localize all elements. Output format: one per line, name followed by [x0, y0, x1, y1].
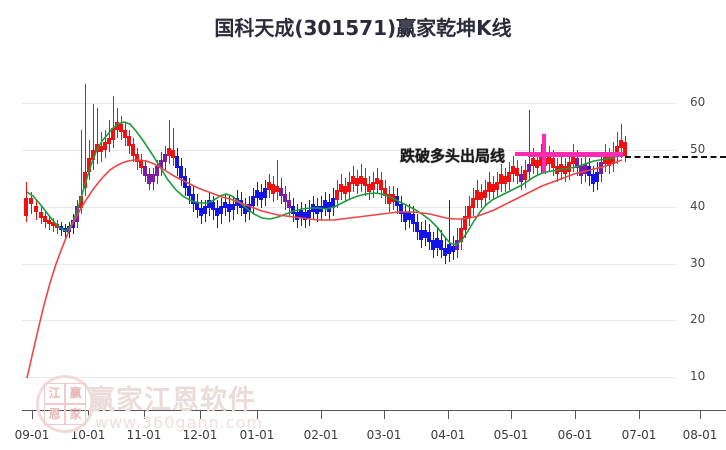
candle-body — [83, 172, 87, 188]
x-axis-tick-label: 10-01 — [70, 428, 106, 442]
gridline — [22, 320, 676, 321]
y-axis-tick-label: 10 — [690, 369, 706, 383]
x-axis-tick-label: 01-01 — [239, 428, 275, 442]
watermark-logo-ring — [36, 375, 94, 433]
y-axis-tick-label: 40 — [690, 199, 706, 213]
candle-body — [34, 206, 38, 212]
watermark-logo-glyph: 赢 — [65, 383, 86, 404]
x-axis-tick-label: 04-01 — [430, 428, 466, 442]
x-axis-tick-mark — [144, 410, 145, 419]
y-axis-tick-label: 30 — [690, 256, 706, 270]
x-axis-tick-label: 08-01 — [682, 428, 718, 442]
x-axis-tick-mark — [639, 410, 640, 419]
candle-wick — [97, 108, 98, 164]
candle-wick — [173, 128, 174, 166]
x-axis-tick-label: 12-01 — [182, 428, 218, 442]
candle-wick — [113, 96, 114, 148]
x-axis-tick-mark — [200, 410, 201, 419]
x-axis-tick-label: 03-01 — [366, 428, 402, 442]
watermark-url: www.360gann.com — [95, 413, 263, 432]
gridline — [22, 103, 676, 104]
price-projection-dashed-line — [625, 156, 726, 158]
watermark-logo-glyph: 家 — [65, 404, 86, 425]
page-title: 国科天成(301571)赢家乾坤K线 — [214, 16, 512, 40]
candle-wick — [109, 120, 110, 152]
candle-wick — [277, 160, 278, 200]
x-axis-tick-label: 11-01 — [126, 428, 162, 442]
candle-body — [75, 206, 79, 222]
candle-wick — [93, 104, 94, 170]
candle-body — [24, 198, 28, 216]
x-axis-tick-label: 06-01 — [557, 428, 593, 442]
x-axis-tick-mark — [511, 410, 512, 419]
annotation-connector — [515, 152, 531, 156]
gridline — [22, 207, 676, 208]
x-axis-line — [22, 410, 726, 411]
candle-body — [29, 198, 33, 204]
candle-body — [87, 158, 91, 172]
y-axis-tick-label: 20 — [690, 312, 706, 326]
candle-body — [463, 216, 467, 230]
annotation-label: 跌破多头出局线 — [400, 147, 506, 165]
x-axis-tick-label: 07-01 — [621, 428, 657, 442]
candle-body — [623, 142, 627, 156]
watermark-brand: 赢家江恩软件 — [88, 385, 256, 416]
x-axis-tick-mark — [700, 410, 701, 419]
exit-line-marker — [542, 134, 546, 172]
exit-signal-line — [528, 152, 623, 157]
candle-body — [79, 196, 83, 208]
x-axis-tick-mark — [384, 410, 385, 419]
x-axis-tick-mark — [575, 410, 576, 419]
watermark-logo: 江赢恩家 — [44, 383, 86, 425]
x-axis-tick-mark — [257, 410, 258, 419]
watermark-logo-glyph: 江 — [44, 383, 65, 404]
x-axis-tick-mark — [32, 410, 33, 419]
y-axis-tick-label: 60 — [690, 95, 706, 109]
gridline — [22, 264, 676, 265]
candle-wick — [169, 120, 170, 164]
candle-body — [459, 228, 463, 242]
plot-area — [22, 60, 676, 410]
watermark-logo-glyph: 恩 — [44, 404, 65, 425]
x-axis-tick-mark — [321, 410, 322, 419]
x-axis-tick-mark — [448, 410, 449, 419]
x-axis-tick-label: 02-01 — [303, 428, 339, 442]
x-axis-tick-label: 09-01 — [14, 428, 50, 442]
x-axis-tick-label: 05-01 — [493, 428, 529, 442]
y-axis-tick-label: 50 — [690, 142, 706, 156]
